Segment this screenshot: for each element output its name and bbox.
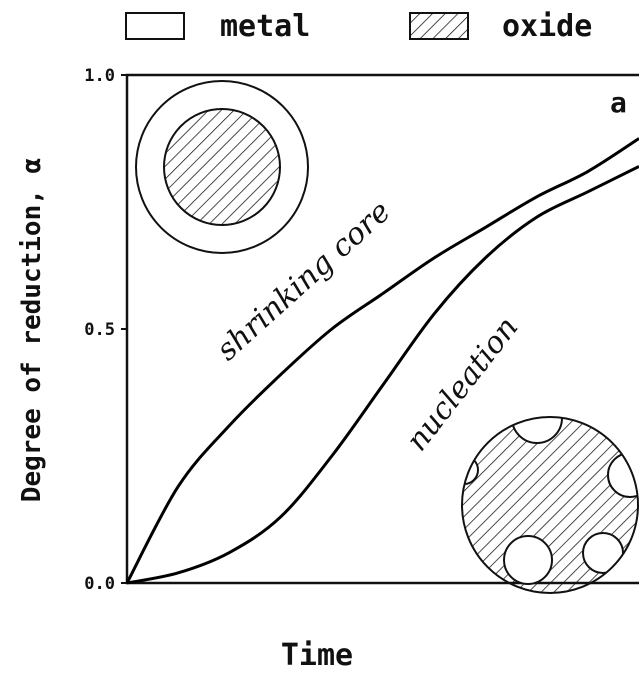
shrinking-core-particle <box>136 81 308 253</box>
y-tick-label: 0.5 <box>84 320 115 340</box>
legend-swatch-oxide <box>410 13 468 39</box>
y-axis-label: Degree of reduction, α <box>17 158 47 502</box>
nucleation-particle <box>450 393 639 593</box>
x-axis-label: Time <box>281 638 353 673</box>
legend-swatch-metal <box>126 13 184 39</box>
legend-label: oxide <box>502 9 592 44</box>
y-tick-label: 1.0 <box>84 66 115 86</box>
chart: metal oxide a Time Degree of reduction, … <box>0 0 639 696</box>
legend-label: metal <box>220 9 310 44</box>
y-tick-label: 0.0 <box>84 574 115 594</box>
panel-label: a <box>610 86 627 119</box>
